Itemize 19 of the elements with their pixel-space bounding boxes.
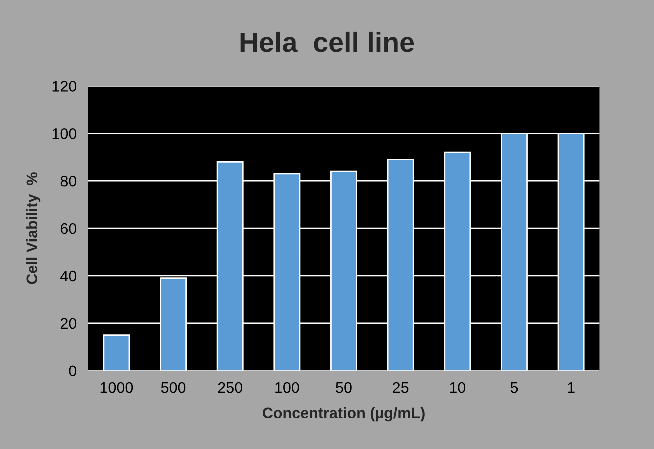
x-tick-label: 250 (218, 382, 242, 394)
y-tick-label: 40 (60, 270, 77, 282)
y-tick-label: 20 (60, 318, 77, 330)
x-tick-label: 1000 (100, 382, 134, 394)
x-tick-label: 1 (568, 382, 575, 394)
y-tick-label: 60 (60, 223, 77, 234)
chart-title: Hela cell line (240, 32, 414, 52)
x-tick-label: 500 (161, 382, 186, 394)
x-axis-title: Concentration (µg/mL) (263, 407, 425, 422)
y-tick-label: 0 (69, 366, 77, 377)
x-tick-label: 25 (393, 382, 409, 394)
y-tick-label: 100 (52, 128, 77, 140)
x-tick-label: 5 (510, 382, 518, 394)
x-tick-label: 10 (450, 382, 466, 394)
x-tick-label: 50 (336, 382, 352, 394)
y-tick-label: 120 (52, 81, 77, 92)
x-tick-label: 100 (276, 382, 300, 394)
y-tick-label: 80 (60, 176, 77, 187)
y-axis-title: Cell Viability % (26, 172, 41, 284)
